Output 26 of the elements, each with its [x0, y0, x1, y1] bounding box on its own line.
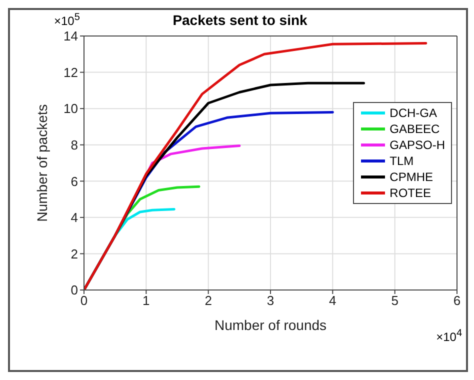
- x-axis-title: Number of rounds: [214, 317, 327, 333]
- y-tick-label: 14: [64, 28, 78, 44]
- x-tick-label: 0: [80, 293, 88, 308]
- text: ×10$^{4}$: [436, 328, 462, 344]
- y-tick-label: 8: [70, 137, 78, 152]
- x-tick-label: 3: [266, 293, 274, 308]
- y-tick-label: 4: [70, 210, 78, 226]
- legend-label: DCH-GA: [390, 106, 437, 120]
- x-tick-label: 2: [204, 293, 212, 308]
- y-tick-label: 0: [70, 282, 78, 298]
- legend-label: ROTEE: [390, 186, 431, 200]
- x-tick-label: 1: [142, 293, 150, 308]
- y-tick-label: 2: [70, 246, 78, 262]
- y-tick-label: 6: [70, 174, 78, 189]
- y-tick-label: 10: [64, 101, 78, 116]
- chart-title: Packets sent to sink: [172, 12, 308, 28]
- legend-label: GABEEC: [390, 122, 440, 136]
- y-axis-title: Number of packets: [34, 104, 50, 222]
- x-tick-label: 4: [329, 293, 336, 308]
- y-tick-label: 12: [64, 64, 78, 80]
- x-tick-label: 6: [453, 293, 461, 308]
- legend-label: CPMHE: [390, 170, 433, 184]
- text: ×10$^{5}$: [54, 12, 80, 28]
- legend-label: TLM: [390, 154, 414, 168]
- legend-label: GAPSO-H: [390, 138, 445, 152]
- x-tick-label: 5: [391, 293, 398, 308]
